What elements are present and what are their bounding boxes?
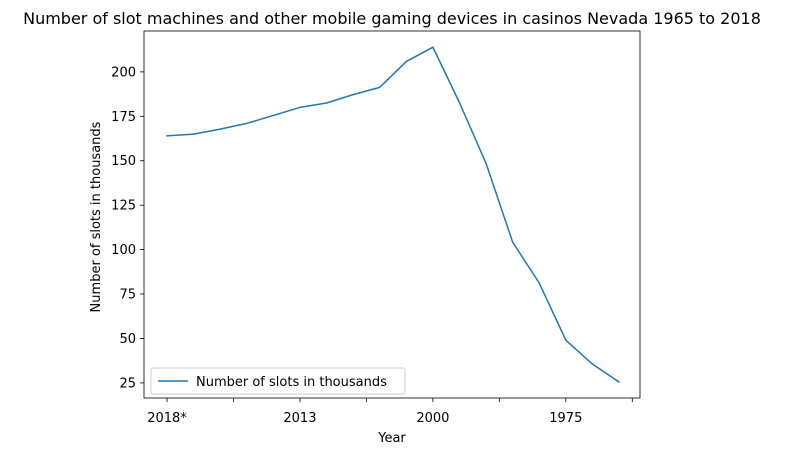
legend-label: Number of slots in thousands [196,375,387,390]
y-tick-label: 200 [111,65,136,80]
series-line [166,46,621,384]
y-tick-label: 150 [111,154,136,169]
y-tick-label: 100 [111,243,136,258]
y-tick-label: 75 [119,288,136,303]
x-axis-label: Year [377,431,406,446]
plot-frame [143,30,641,399]
x-tick-label: 2013 [283,411,316,426]
y-tick-label: 175 [111,110,136,125]
x-axis: 2018* 2013 2000 1975 [147,398,633,426]
y-tick-label: 25 [119,376,136,391]
x-tick-label: 2018* [147,411,187,426]
y-tick-label: 125 [111,199,136,214]
y-axis: 25 50 75 100 125 150 175 200 [111,65,144,391]
legend: Number of slots in thousands [150,367,406,395]
chart-title: Number of slot machines and other mobile… [23,9,761,28]
x-tick-label: 1975 [549,411,582,426]
y-tick-label: 50 [119,332,136,347]
plot-area [144,31,640,398]
x-tick-label: 2000 [416,411,449,426]
legend-box [150,367,406,395]
y-axis-label: Number of slots in thousands [89,121,104,312]
